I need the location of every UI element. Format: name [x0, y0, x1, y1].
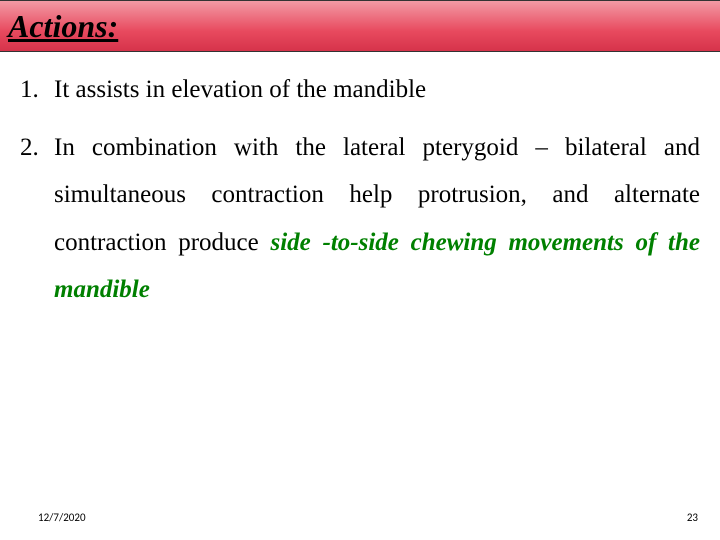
list-number: 1.: [20, 66, 54, 114]
footer-page: 23: [687, 511, 698, 524]
list-text: It assists in elevation of the mandible: [54, 66, 700, 114]
content-area: 1. It assists in elevation of the mandib…: [0, 52, 720, 314]
header-bar: Actions:: [0, 0, 720, 52]
list-item: 1. It assists in elevation of the mandib…: [20, 66, 700, 114]
header-title: Actions:: [8, 8, 118, 45]
footer-date: 12/7/2020: [38, 511, 86, 524]
list-number: 2.: [20, 124, 54, 314]
list-item: 2. In combination with the lateral ptery…: [20, 124, 700, 314]
list-text: In combination with the lateral pterygoi…: [54, 124, 700, 314]
